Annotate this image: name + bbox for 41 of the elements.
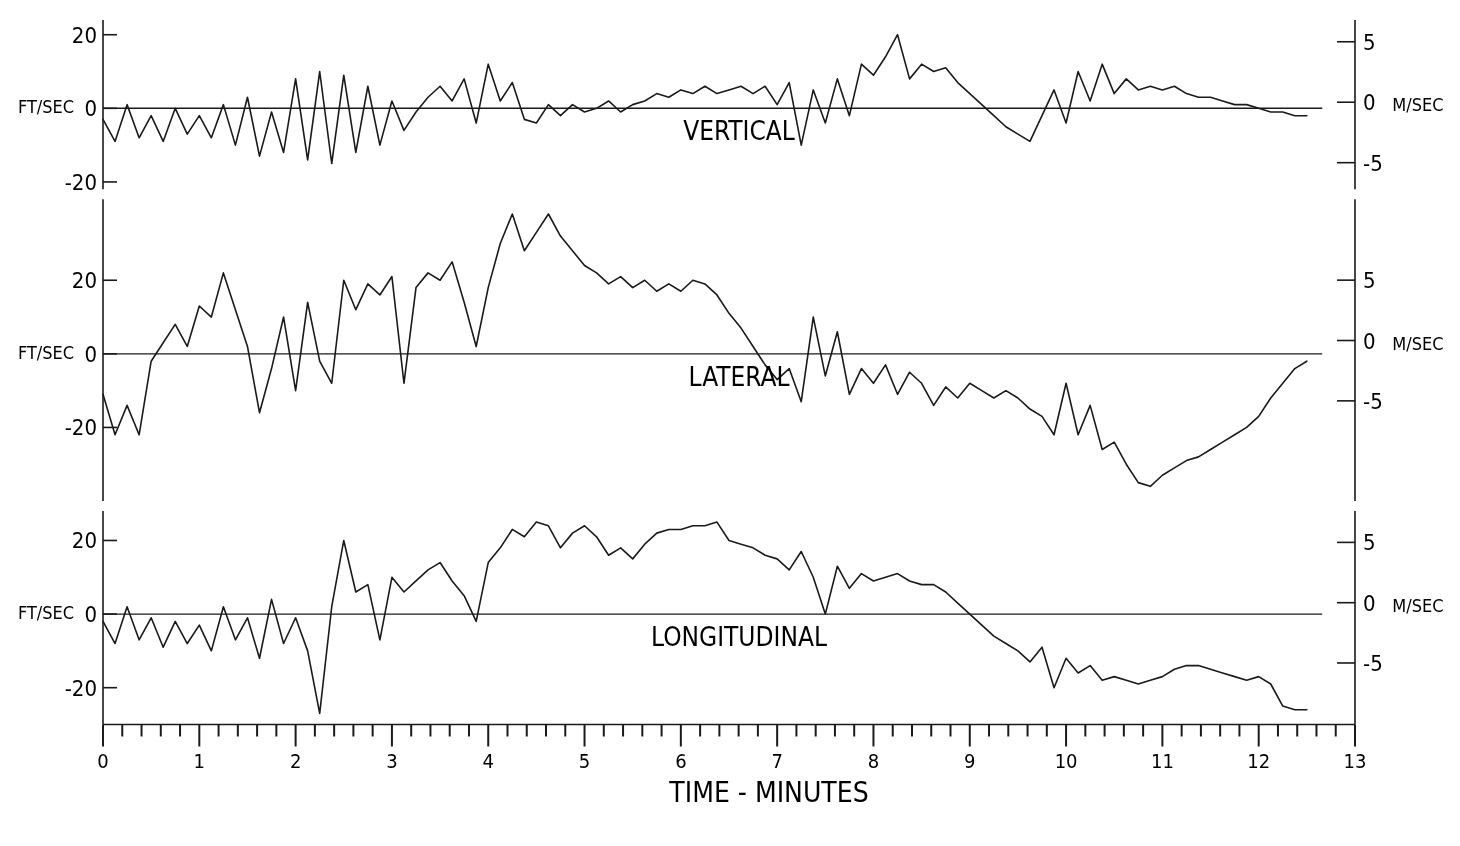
text: LATERAL (688, 361, 790, 392)
x-tick-label: 2 (289, 749, 302, 774)
y-tick-label: 20 (71, 528, 97, 554)
y-tick-label: -20 (64, 415, 97, 441)
y2-tick-label: -5 (1363, 388, 1383, 414)
y2-tick-label: 5 (1363, 29, 1376, 55)
y2-axis-title: M/SEC (1392, 332, 1444, 354)
y2-tick-label: 0 (1363, 328, 1376, 354)
x-tick-label: 12 (1247, 749, 1271, 774)
x-tick-label: 3 (386, 749, 398, 774)
text: LONGITUDINAL (651, 622, 827, 653)
y-tick-label: 20 (71, 268, 97, 294)
y2-tick-label: 5 (1363, 268, 1376, 294)
x-tick-label: 11 (1150, 749, 1174, 774)
y2-tick-label: -5 (1363, 150, 1383, 176)
y-axis-title: FT/SEC (17, 602, 75, 624)
y-axis-title: FT/SEC (17, 341, 75, 363)
y-tick-label: 0 (84, 341, 97, 367)
y-axis-title: FT/SEC (17, 96, 75, 118)
y-tick-label: -20 (64, 169, 97, 195)
x-tick-label: 1 (193, 749, 206, 774)
y2-tick-label: -5 (1363, 650, 1383, 676)
x-tick-label: 5 (578, 749, 591, 774)
y2-tick-label: 5 (1363, 530, 1376, 556)
y2-tick-label: 0 (1363, 590, 1376, 616)
x-tick-label: 4 (482, 749, 494, 774)
x-tick-label: 6 (675, 749, 687, 774)
y-tick-label: 20 (71, 22, 97, 48)
text: VERTICAL (683, 116, 795, 147)
y2-axis-title: M/SEC (1392, 594, 1444, 616)
x-tick-label: 7 (771, 749, 783, 774)
y2-axis-title: M/SEC (1392, 94, 1444, 116)
y2-tick-label: 0 (1363, 90, 1376, 116)
x-tick-label: 10 (1054, 749, 1078, 774)
y-tick-label: 0 (84, 602, 97, 628)
x-tick-label: 8 (867, 749, 880, 774)
x-tick-label: 9 (964, 749, 976, 774)
x-axis-title: TIME - MINUTES (668, 776, 869, 810)
x-tick-label: 13 (1343, 749, 1367, 774)
y-tick-label: -20 (64, 675, 97, 701)
y-tick-label: 0 (84, 96, 97, 122)
